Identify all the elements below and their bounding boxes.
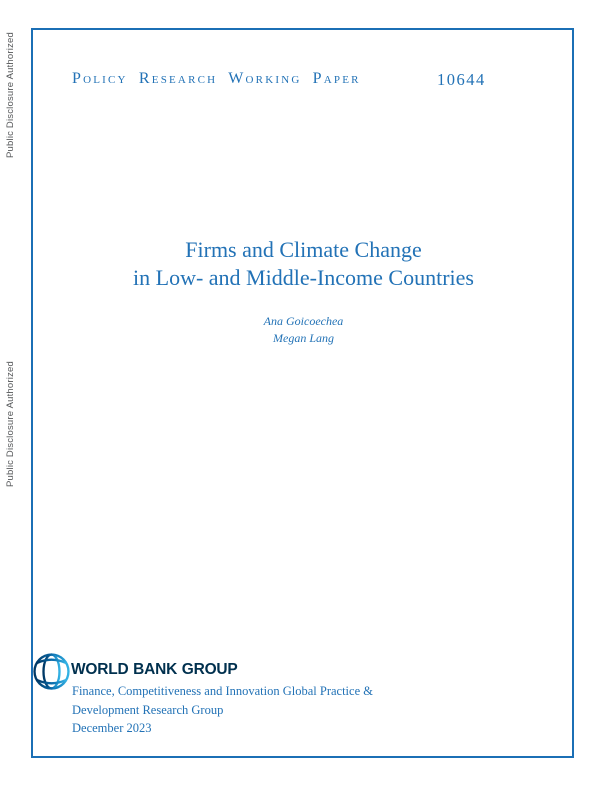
footer-org-block: Finance, Competitiveness and Innovation …	[72, 682, 492, 738]
publication-date: December 2023	[72, 721, 152, 735]
author-list: Ana Goicoechea Megan Lang	[31, 313, 576, 347]
org-line-1: Finance, Competitiveness and Innovation …	[72, 684, 373, 698]
world-bank-globe-icon	[33, 653, 70, 690]
world-bank-group-logotype: WORLD BANK GROUP	[71, 661, 238, 678]
author-name-1: Ana Goicoechea	[263, 314, 344, 328]
paper-title-line1: Firms and Climate Change	[185, 237, 422, 262]
header-row: Policy Research Working Paper 10644	[72, 70, 542, 89]
org-line-2: Development Research Group	[72, 702, 224, 717]
author-name-2: Megan Lang	[273, 331, 334, 345]
public-disclosure-stamp-middle: Public Disclosure Authorized	[5, 361, 16, 487]
public-disclosure-stamp-top: Public Disclosure Authorized	[5, 32, 16, 158]
paper-title: Firms and Climate Change in Low- and Mid…	[31, 236, 576, 292]
paper-number: 10644	[437, 70, 486, 89]
paper-title-line2: in Low- and Middle-Income Countries	[133, 265, 474, 290]
series-title: Policy Research Working Paper	[72, 70, 361, 87]
cover-border-frame	[31, 28, 574, 758]
